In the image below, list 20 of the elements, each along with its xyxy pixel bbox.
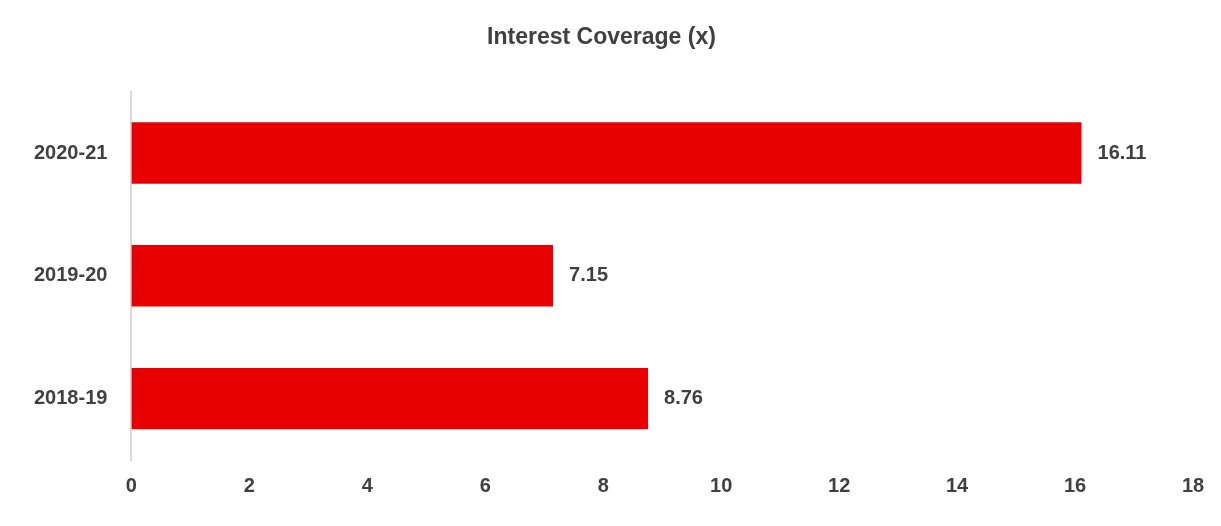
data-label: 16.11 [1097,140,1147,163]
x-tick-label: 10 [710,473,733,496]
bar [131,122,1082,184]
x-tick-label: 6 [479,473,491,496]
data-label: 8.76 [664,386,703,409]
data-label: 7.15 [569,263,609,286]
x-tick-label: 8 [597,473,609,496]
bar [131,245,554,307]
x-tick-label: 4 [361,473,374,496]
x-tick-label: 0 [125,473,137,496]
x-tick-label: 12 [828,473,851,496]
x-tick-label: 2 [243,473,255,496]
y-tick-label: 2019-20 [33,263,108,286]
x-tick-label: 16 [1063,473,1087,496]
chart-title: Interest Coverage (x) [487,23,716,50]
y-tick-label: 2020-21 [33,140,108,163]
x-tick-label: 18 [1181,473,1205,496]
bar [131,367,649,430]
x-tick-label: 14 [945,473,970,496]
y-tick-label: 2018-19 [33,386,108,409]
